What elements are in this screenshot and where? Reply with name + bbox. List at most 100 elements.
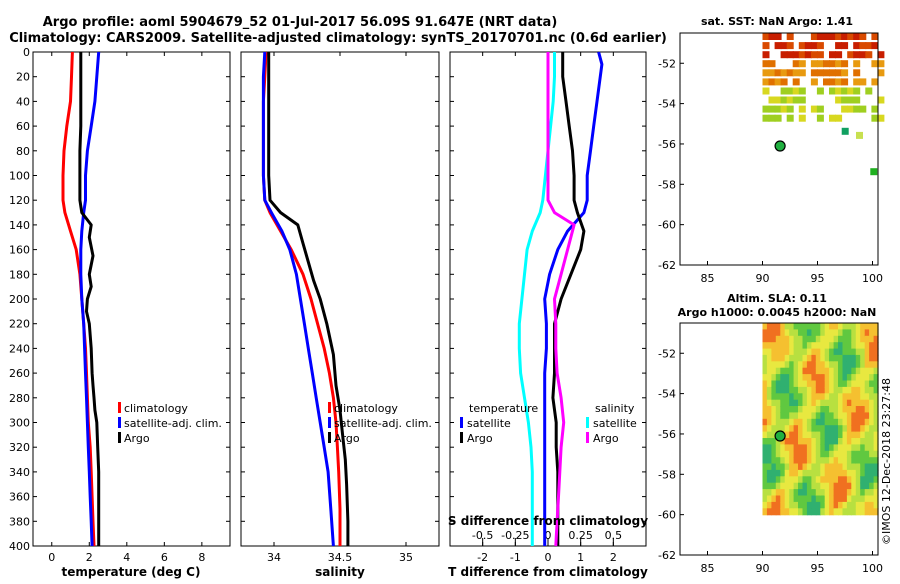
sla-cell: [775, 393, 781, 401]
sla-cell: [789, 380, 795, 388]
sla-cell: [851, 438, 857, 445]
sla-cell: [780, 367, 786, 375]
sla-cell: [820, 418, 826, 426]
sla-cell: [842, 463, 848, 471]
sla-cell: [851, 406, 857, 413]
sla-cell: [860, 489, 866, 497]
sla-cell: [802, 444, 808, 452]
sla-cell: [802, 335, 808, 343]
sla-cell: [833, 463, 839, 471]
y-tick-label: 200: [9, 293, 30, 306]
sla-cell: [780, 476, 786, 484]
s-difference-xlabel: S difference from climatology: [448, 514, 648, 528]
sla-cell: [815, 323, 821, 330]
sla-cell: [838, 425, 843, 433]
sla-cell: [811, 508, 817, 516]
sla-cell: [842, 431, 848, 439]
map-x-tick-label: 90: [756, 562, 770, 575]
sla-cell: [833, 508, 839, 516]
sla-cell: [806, 463, 812, 471]
sla-cell: [775, 374, 781, 382]
sla-cell: [833, 354, 839, 362]
sla-cell: [864, 329, 870, 337]
sla-cell: [855, 323, 861, 330]
sla-cell: [766, 476, 772, 484]
sla-cell: [829, 438, 835, 445]
sla-cell: [873, 457, 879, 465]
sst-cell: [786, 33, 794, 40]
sla-cell: [842, 354, 848, 362]
sst-cell: [871, 114, 879, 122]
sla-cell: [864, 476, 870, 484]
sla-cell: [780, 418, 786, 426]
sla-cell: [864, 463, 870, 471]
sst-cell: [823, 69, 830, 77]
sla-cell: [771, 386, 777, 394]
sla-cell: [855, 367, 861, 375]
sla-cell: [802, 425, 808, 433]
sst-cell: [835, 87, 843, 95]
sla-cell: [869, 348, 875, 356]
sla-cell: [824, 495, 830, 503]
sla-cell: [860, 342, 866, 350]
sla-cell: [771, 323, 777, 330]
sla-cell: [811, 393, 817, 401]
sla-cell: [806, 508, 812, 516]
sla-cell: [784, 406, 790, 413]
difference-plot: -2 -1 0 1 2 -0.5 -0.25 0 0.25 0.5: [450, 51, 646, 564]
sla-cell: [811, 501, 817, 509]
sla-cell: [829, 354, 835, 362]
sst-cell: [853, 78, 861, 86]
sla-cell: [820, 323, 826, 330]
sla-cell: [824, 412, 830, 420]
sla-cell: [793, 386, 799, 394]
sla-cell: [806, 469, 812, 477]
sla-cell: [766, 469, 772, 477]
sla-cell: [838, 495, 843, 503]
sla-cell: [775, 425, 781, 433]
sla-cell: [824, 367, 830, 375]
sla-cell: [842, 469, 848, 477]
sla-cell: [855, 495, 861, 503]
sla-cell: [842, 495, 848, 503]
sst-cell: [792, 78, 800, 86]
sla-cell: [815, 380, 821, 388]
sla-cell: [771, 393, 777, 401]
sla-cell: [802, 399, 808, 407]
sla-cell: [833, 457, 839, 465]
sst-cell: [877, 60, 885, 68]
sla-cell: [793, 380, 799, 388]
sla-cell: [798, 501, 803, 509]
sla-cell: [855, 399, 861, 407]
sla-cell: [811, 431, 817, 439]
temperature-xlabel: temperature (deg C): [62, 565, 201, 579]
sla-cell: [873, 418, 879, 426]
sla-cell: [793, 482, 799, 490]
sla-cell: [829, 399, 835, 407]
sla-cell: [829, 418, 835, 426]
sla-cell: [833, 323, 839, 330]
sla-cell: [873, 367, 879, 375]
y-tick-label: 0: [23, 46, 30, 59]
sla-cell: [842, 450, 848, 458]
sla-cell: [784, 463, 790, 471]
map-border: [679, 322, 879, 556]
sla-cell: [820, 476, 826, 484]
sla-cell: [864, 374, 870, 382]
sla-cell: [869, 418, 875, 426]
sla-cell: [864, 425, 870, 433]
difference-legend-temperature: temperature satellite Argo: [460, 402, 538, 445]
sst-cell: [792, 96, 800, 104]
sst-cell: [798, 51, 806, 59]
sla-cell: [873, 431, 879, 439]
sla-cell: [829, 469, 835, 477]
sla-cell: [820, 501, 826, 509]
sla-cell: [806, 367, 812, 375]
sla-cell: [766, 335, 772, 343]
title-line-2: Climatology: CARS2009. Satellite-adjuste…: [9, 31, 667, 46]
sla-cell: [784, 489, 790, 497]
legend-swatch-s-argo: [586, 432, 589, 443]
sst-map-title: sat. SST: NaN Argo: 1.41: [701, 15, 853, 28]
sla-cell: [842, 418, 848, 426]
sla-cell: [851, 393, 857, 401]
